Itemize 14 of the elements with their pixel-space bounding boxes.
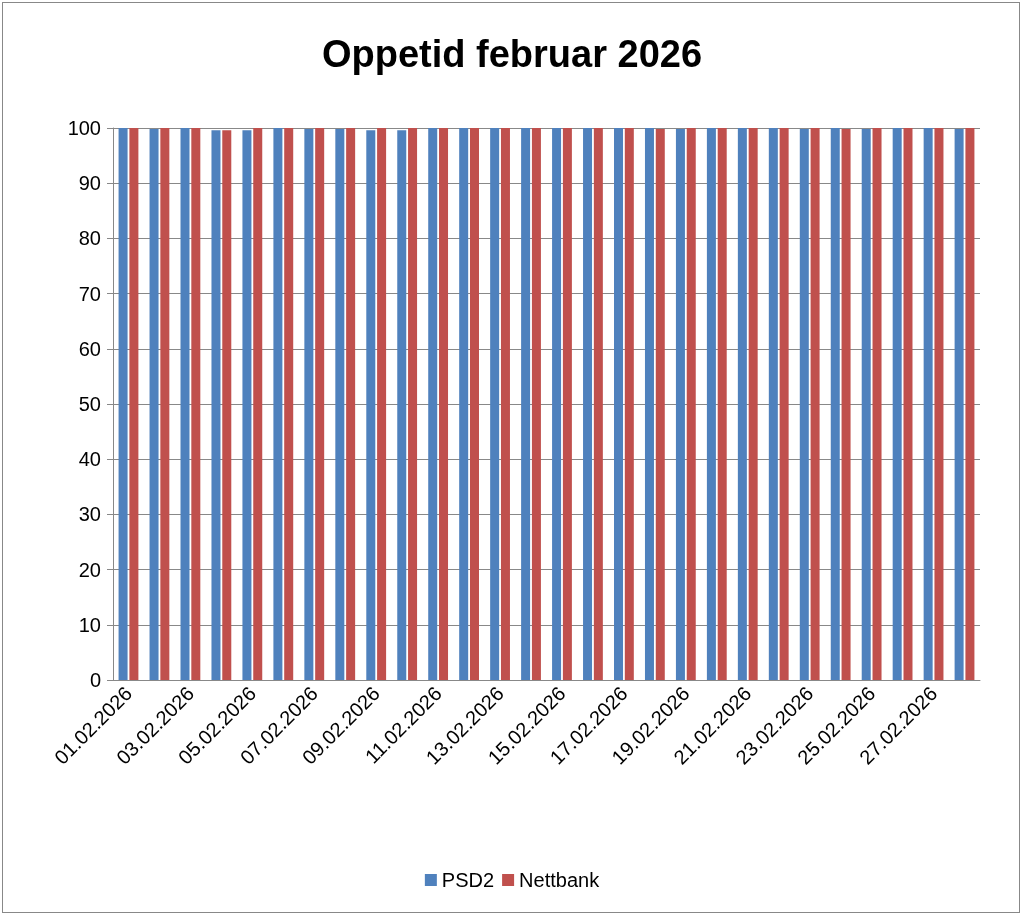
y-tick-label: 100 — [67, 117, 101, 139]
y-tick-label: 10 — [78, 613, 101, 636]
y-tick-label: 40 — [78, 448, 101, 471]
y-tick-label: 90 — [78, 172, 101, 195]
y-tick-label: 60 — [78, 337, 101, 360]
y-tick-label: 50 — [78, 393, 101, 415]
y-tick-label: 20 — [78, 558, 101, 581]
y-tick-label: 80 — [78, 227, 101, 250]
legend-label: PSD2 — [441, 869, 495, 891]
chart-title: Oppetid februar 2026 — [321, 33, 703, 75]
y-tick-label: 0 — [89, 669, 101, 691]
y-tick-label: 30 — [78, 503, 101, 526]
y-tick-label: 70 — [78, 282, 101, 305]
legend-label: Nettbank — [519, 869, 601, 891]
